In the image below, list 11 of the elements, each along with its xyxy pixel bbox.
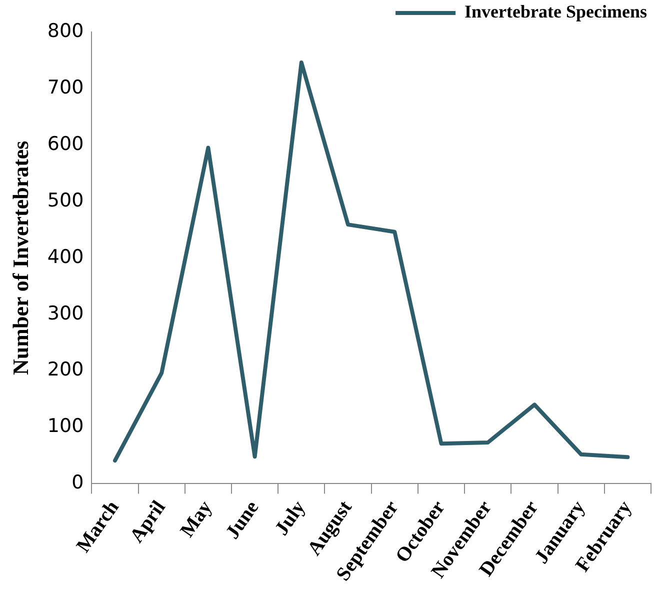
y-tick-label: 0 [72, 472, 84, 494]
y-tick-label: 400 [47, 246, 84, 268]
legend-label: Invertebrate Specimens [464, 2, 648, 22]
y-tick-label: 200 [47, 358, 84, 381]
y-tick-label: 500 [47, 189, 84, 212]
y-tick-label: 100 [47, 415, 84, 438]
y-tick-label: 700 [47, 76, 84, 98]
y-tick-label: 300 [47, 302, 84, 324]
y-tick-label: 800 [47, 20, 84, 42]
y-tick-label: 600 [47, 132, 84, 155]
y-axis-title: Number of Invertebrates [8, 140, 33, 375]
